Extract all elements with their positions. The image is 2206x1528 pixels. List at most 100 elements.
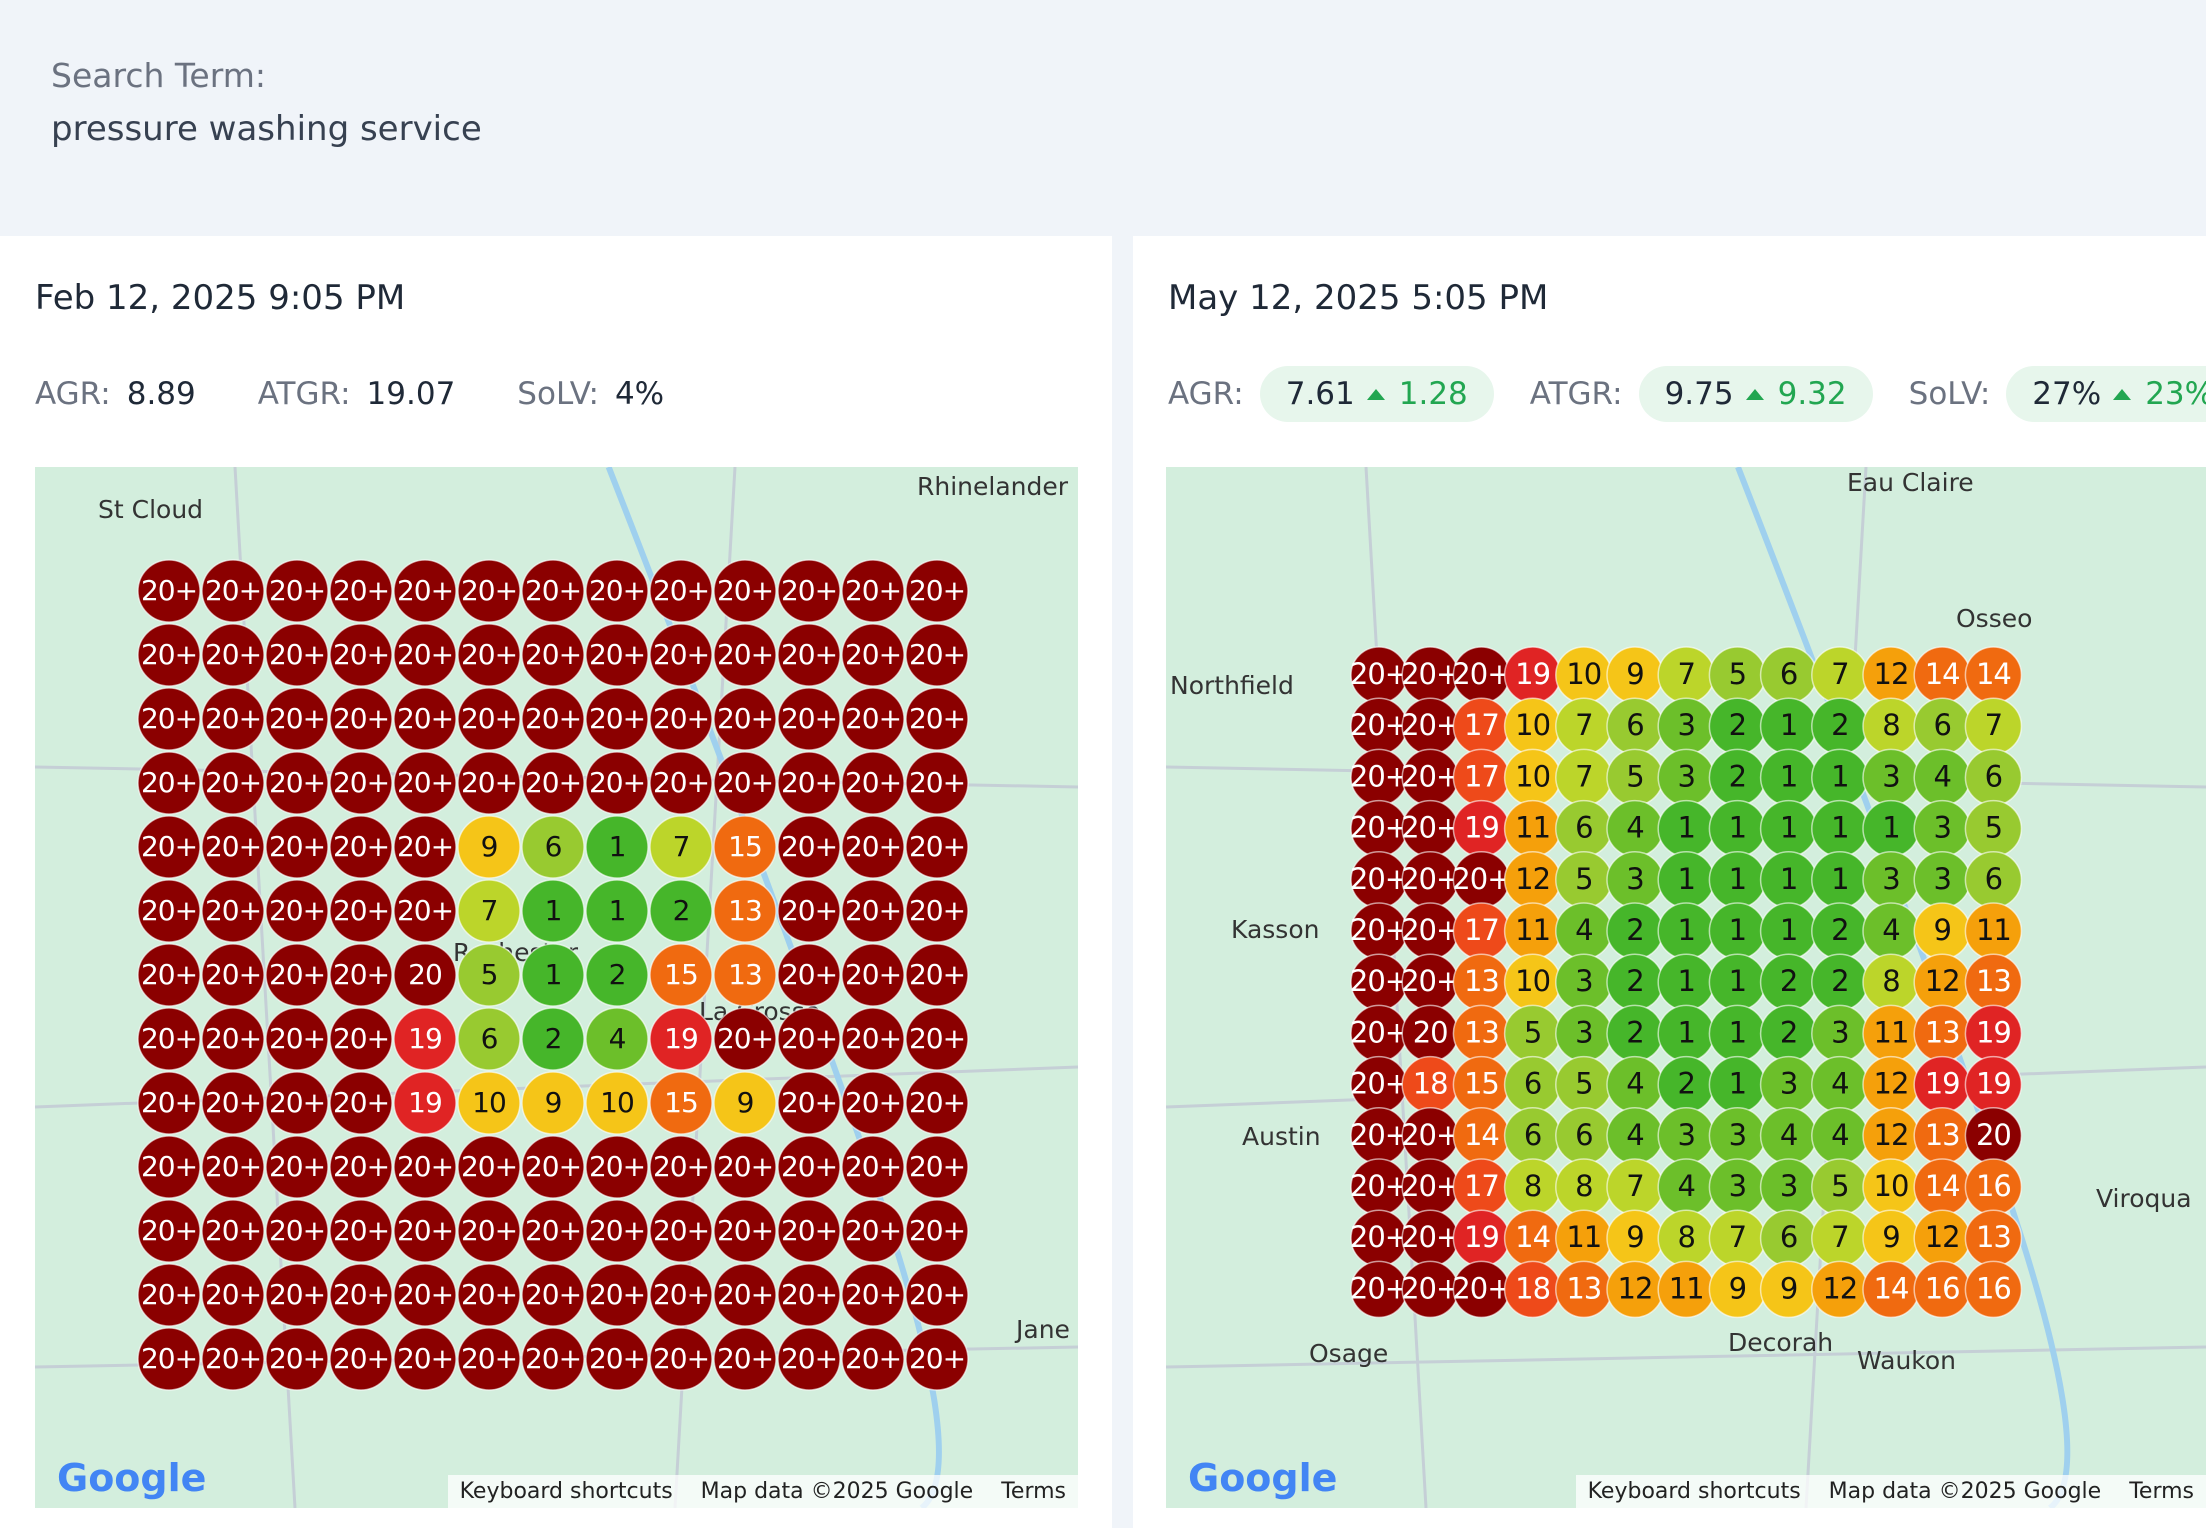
- rank-pin: [329, 1263, 393, 1327]
- rank-label: 9: [737, 1086, 754, 1119]
- road: [1166, 1345, 2206, 1369]
- rank-pin: [713, 1263, 777, 1327]
- rank-label: 8: [1882, 964, 1899, 998]
- rank-label: 20+: [397, 1214, 453, 1247]
- rank-label: 20+: [1350, 1067, 1408, 1101]
- google-logo: Google: [57, 1456, 207, 1500]
- rank-pin: [841, 687, 905, 751]
- rank-pin: [521, 1199, 585, 1263]
- rank-pin: [585, 1263, 649, 1327]
- rank-label: 20+: [781, 1150, 837, 1183]
- rank-label: 6: [1575, 1118, 1592, 1152]
- rank-pin: [457, 879, 521, 943]
- search-term: pressure washing service: [51, 109, 482, 149]
- rank-pin: [841, 1327, 905, 1391]
- rank-pin: [521, 623, 585, 687]
- rank-label: 2: [1729, 759, 1746, 793]
- rank-label: 20+: [909, 1150, 965, 1183]
- rank-label: 1: [1677, 913, 1694, 947]
- rank-label: 19: [664, 1022, 698, 1055]
- rank-pin: [905, 1071, 969, 1135]
- rank-pin: [585, 1327, 649, 1391]
- rank-pin: [649, 1327, 713, 1391]
- metric-value: 9.75: [1664, 376, 1734, 412]
- rank-pin: [393, 687, 457, 751]
- rank-label: 20+: [269, 574, 325, 607]
- rank-label: 20: [408, 958, 442, 991]
- rank-label: 20+: [589, 574, 645, 607]
- rank-label: 20+: [141, 766, 197, 799]
- rank-label: 20+: [205, 894, 261, 927]
- rank-label: 20+: [1452, 657, 1510, 691]
- rank-label: 9: [1626, 657, 1643, 691]
- place-label: Osseo: [1956, 604, 2032, 633]
- rank-label: 1: [1677, 964, 1694, 998]
- rank-label: 3: [1575, 1015, 1592, 1049]
- rank-label: 20+: [909, 1214, 965, 1247]
- rank-pin: [265, 1135, 329, 1199]
- rank-label: 20+: [141, 1022, 197, 1055]
- rank-pin: [201, 751, 265, 815]
- rank-label: 7: [1677, 657, 1694, 691]
- rank-pin: [201, 879, 265, 943]
- place-label: St Cloud: [98, 495, 203, 524]
- keyboard-shortcuts: Keyboard shortcuts: [1587, 1479, 1801, 1504]
- rank-pin: [521, 751, 585, 815]
- rank-pin: [649, 943, 713, 1007]
- rank-pin: [585, 687, 649, 751]
- rank-pin: [649, 559, 713, 623]
- rank-pin: [585, 1199, 649, 1263]
- rank-label: 20+: [1401, 1271, 1459, 1305]
- rank-label: 3: [1626, 862, 1643, 896]
- rank-pin: [329, 559, 393, 623]
- metric-label: AGR:: [35, 376, 111, 412]
- rank-pin: [841, 623, 905, 687]
- rank-label: 1: [545, 958, 562, 991]
- rank-label: 20+: [845, 766, 901, 799]
- rank-pin: [457, 1135, 521, 1199]
- rank-label: 20+: [845, 702, 901, 735]
- rank-pin: [329, 623, 393, 687]
- rank-pin: [777, 559, 841, 623]
- rank-pin: [201, 559, 265, 623]
- rank-pin: [521, 1071, 585, 1135]
- rank-label: 20+: [1350, 811, 1408, 845]
- rank-label: 11: [1566, 1220, 1601, 1254]
- rank-label: 1: [1729, 964, 1746, 998]
- rank-label: 20+: [909, 1086, 965, 1119]
- rank-label: 20+: [909, 1022, 965, 1055]
- rank-pin: [393, 879, 457, 943]
- rank-label: 1: [1780, 759, 1797, 793]
- rank-pin: [585, 815, 649, 879]
- rank-label: 20+: [845, 1086, 901, 1119]
- rank-label: 9: [545, 1086, 562, 1119]
- rank-label: 20+: [333, 1086, 389, 1119]
- rank-pin: [713, 559, 777, 623]
- rank-pin: [329, 815, 393, 879]
- rank-pin: [201, 1263, 265, 1327]
- rank-pin: [777, 623, 841, 687]
- rank-label: 20+: [909, 1342, 965, 1375]
- metrics: AGR: 8.89 ATGR: 19.07 SoLV: 4%: [35, 362, 726, 426]
- rank-pin: [265, 1263, 329, 1327]
- rank-label: 3: [1882, 759, 1899, 793]
- rank-label: 16: [1976, 1169, 2011, 1203]
- rank-label: 20+: [397, 574, 453, 607]
- rank-label: 20+: [205, 1214, 261, 1247]
- rank-label: 13: [1925, 1015, 1960, 1049]
- rank-label: 20+: [717, 766, 773, 799]
- rank-label: 20+: [397, 702, 453, 735]
- rank-pin: [329, 1199, 393, 1263]
- rank-pin: [521, 1327, 585, 1391]
- rank-label: 20+: [589, 702, 645, 735]
- rank-label: 20+: [269, 1150, 325, 1183]
- rank-pin: [137, 1199, 201, 1263]
- rank-label: 20+: [845, 574, 901, 607]
- rank-label: 1: [1729, 1015, 1746, 1049]
- rank-label: 1: [1780, 862, 1797, 896]
- rank-pin: [585, 943, 649, 1007]
- rank-pin: [457, 815, 521, 879]
- rank-label: 20+: [333, 1278, 389, 1311]
- rank-label: 20+: [461, 1214, 517, 1247]
- rank-label: 20+: [1401, 708, 1459, 742]
